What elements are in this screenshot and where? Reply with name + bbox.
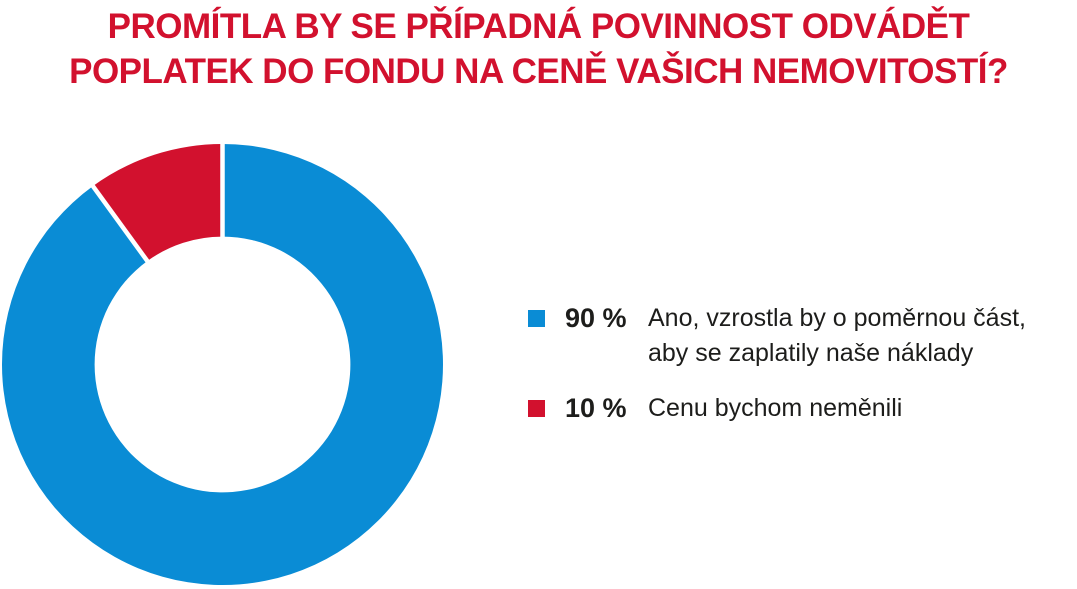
donut-svg [1,141,443,585]
chart-legend: 90 % Ano, vzrostla by o poměrnou část, a… [528,301,1026,426]
legend-label-no: Cenu bychom neměnili [648,394,903,422]
donut-slice-1 [92,144,223,262]
chart-title: PROMÍTLA BY SE PŘÍPADNÁ POVINNOST ODVÁDĚ… [69,7,1008,91]
donut-chart [1,141,444,586]
legend-swatch-red-icon [528,400,545,417]
slice-separator [89,182,151,265]
legend-swatch-blue-icon [528,310,545,327]
legend-percent-no: 10 % [565,393,627,423]
legend-item-no: 10 % Cenu bychom neměnili [528,391,1026,426]
legend-label-yes: Ano, vzrostla by o poměrnou část, aby se… [648,304,1026,367]
legend-percent-yes: 90 % [565,303,627,333]
legend-item-yes: 90 % Ano, vzrostla by o poměrnou část, a… [528,301,1026,371]
donut-slice-0 [1,144,443,585]
